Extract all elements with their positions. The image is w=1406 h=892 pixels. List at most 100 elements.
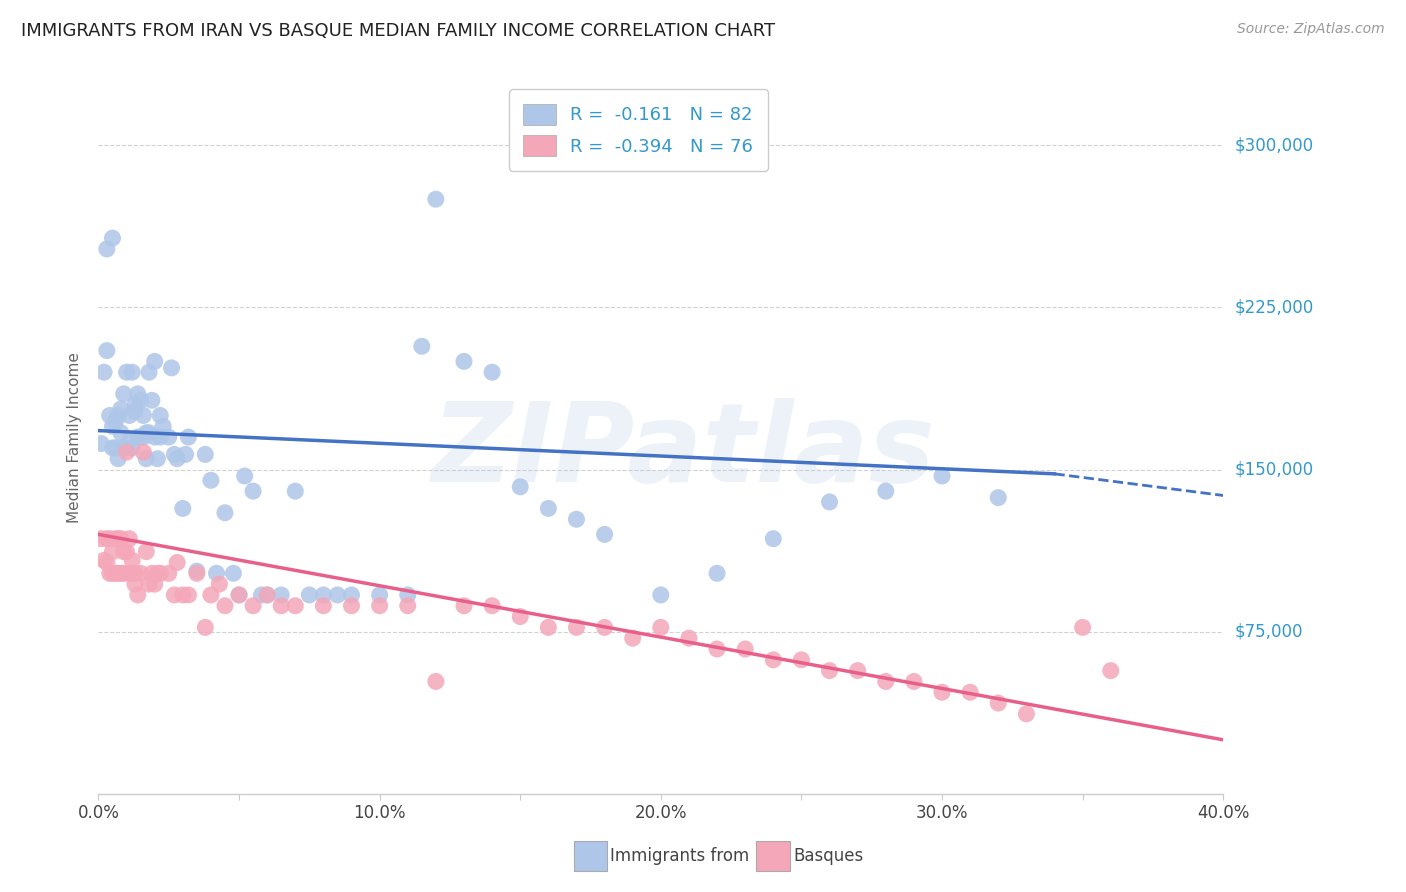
Point xyxy=(121,365,143,379)
Point xyxy=(256,588,278,602)
Point xyxy=(96,242,118,256)
Point xyxy=(127,588,149,602)
Point xyxy=(172,501,194,516)
Point xyxy=(93,365,115,379)
Point xyxy=(93,553,115,567)
Point xyxy=(101,231,124,245)
Point xyxy=(194,447,217,461)
Point xyxy=(96,343,118,358)
Point xyxy=(166,556,188,570)
Point xyxy=(987,491,1010,505)
Point xyxy=(228,588,250,602)
Point xyxy=(124,398,146,412)
Point xyxy=(174,447,197,461)
Point xyxy=(107,409,129,423)
Point xyxy=(621,631,644,645)
Point xyxy=(340,588,363,602)
Point xyxy=(107,566,129,581)
Point xyxy=(593,527,616,541)
Point xyxy=(115,441,138,455)
Point xyxy=(118,566,141,581)
Point xyxy=(129,566,152,581)
Point xyxy=(112,544,135,558)
Point xyxy=(132,430,155,444)
Point xyxy=(903,674,925,689)
Point xyxy=(931,469,953,483)
Point xyxy=(146,566,169,581)
Point xyxy=(127,387,149,401)
Point xyxy=(118,409,141,423)
Point xyxy=(650,620,672,634)
Point xyxy=(118,532,141,546)
Point xyxy=(138,365,160,379)
Point xyxy=(177,588,200,602)
Point xyxy=(112,566,135,581)
Point xyxy=(650,588,672,602)
Point xyxy=(143,577,166,591)
Point xyxy=(706,642,728,657)
Point xyxy=(152,419,174,434)
Point xyxy=(115,365,138,379)
Point xyxy=(846,664,869,678)
Point xyxy=(453,354,475,368)
Point xyxy=(160,360,183,375)
Point xyxy=(200,588,222,602)
Point xyxy=(104,532,127,546)
Point xyxy=(115,445,138,459)
Point xyxy=(298,588,321,602)
Point xyxy=(368,599,391,613)
Point xyxy=(121,441,143,455)
Point xyxy=(141,566,163,581)
Point xyxy=(242,484,264,499)
Point xyxy=(931,685,953,699)
Point xyxy=(453,599,475,613)
Point xyxy=(734,642,756,657)
Point xyxy=(110,425,132,440)
Point xyxy=(96,556,118,570)
Point xyxy=(228,588,250,602)
Point xyxy=(1071,620,1094,634)
Point xyxy=(396,599,419,613)
Text: ZIPatlas: ZIPatlas xyxy=(432,398,935,505)
Point xyxy=(132,445,155,459)
Point xyxy=(143,354,166,368)
Point xyxy=(129,430,152,444)
Point xyxy=(101,544,124,558)
Point xyxy=(214,599,236,613)
Point xyxy=(284,599,307,613)
Point xyxy=(172,588,194,602)
Point xyxy=(101,441,124,455)
Point xyxy=(101,419,124,434)
Point xyxy=(118,434,141,449)
Point xyxy=(146,451,169,466)
Point xyxy=(762,532,785,546)
Point xyxy=(396,588,419,602)
Point xyxy=(270,588,292,602)
Point xyxy=(565,512,588,526)
Point xyxy=(186,564,208,578)
Point xyxy=(166,451,188,466)
Point xyxy=(110,401,132,416)
Point xyxy=(284,484,307,499)
Point xyxy=(135,544,157,558)
Point xyxy=(959,685,981,699)
Point xyxy=(157,430,180,444)
Point xyxy=(104,415,127,429)
Point xyxy=(115,544,138,558)
Text: $225,000: $225,000 xyxy=(1234,298,1313,317)
Point xyxy=(875,484,897,499)
Point xyxy=(121,566,143,581)
Point xyxy=(163,447,186,461)
Point xyxy=(242,599,264,613)
Point xyxy=(875,674,897,689)
Point xyxy=(537,620,560,634)
Point xyxy=(124,404,146,418)
Legend: R =  -0.161   N = 82, R =  -0.394   N = 76: R = -0.161 N = 82, R = -0.394 N = 76 xyxy=(509,89,768,170)
Point xyxy=(186,566,208,581)
Point xyxy=(194,620,217,634)
Point xyxy=(790,653,813,667)
Point xyxy=(368,588,391,602)
Point xyxy=(104,441,127,455)
Point xyxy=(107,451,129,466)
Point xyxy=(250,588,273,602)
